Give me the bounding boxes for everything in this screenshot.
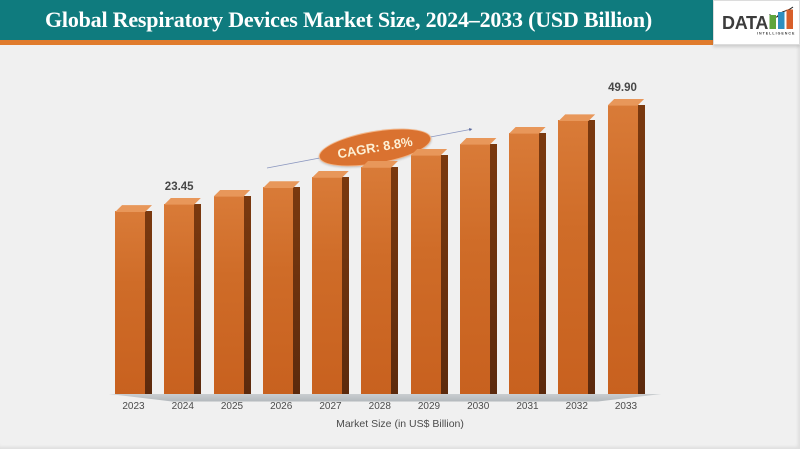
svg-text:DATA: DATA: [722, 13, 768, 33]
svg-text:INTELLIGENCE: INTELLIGENCE: [757, 32, 795, 36]
